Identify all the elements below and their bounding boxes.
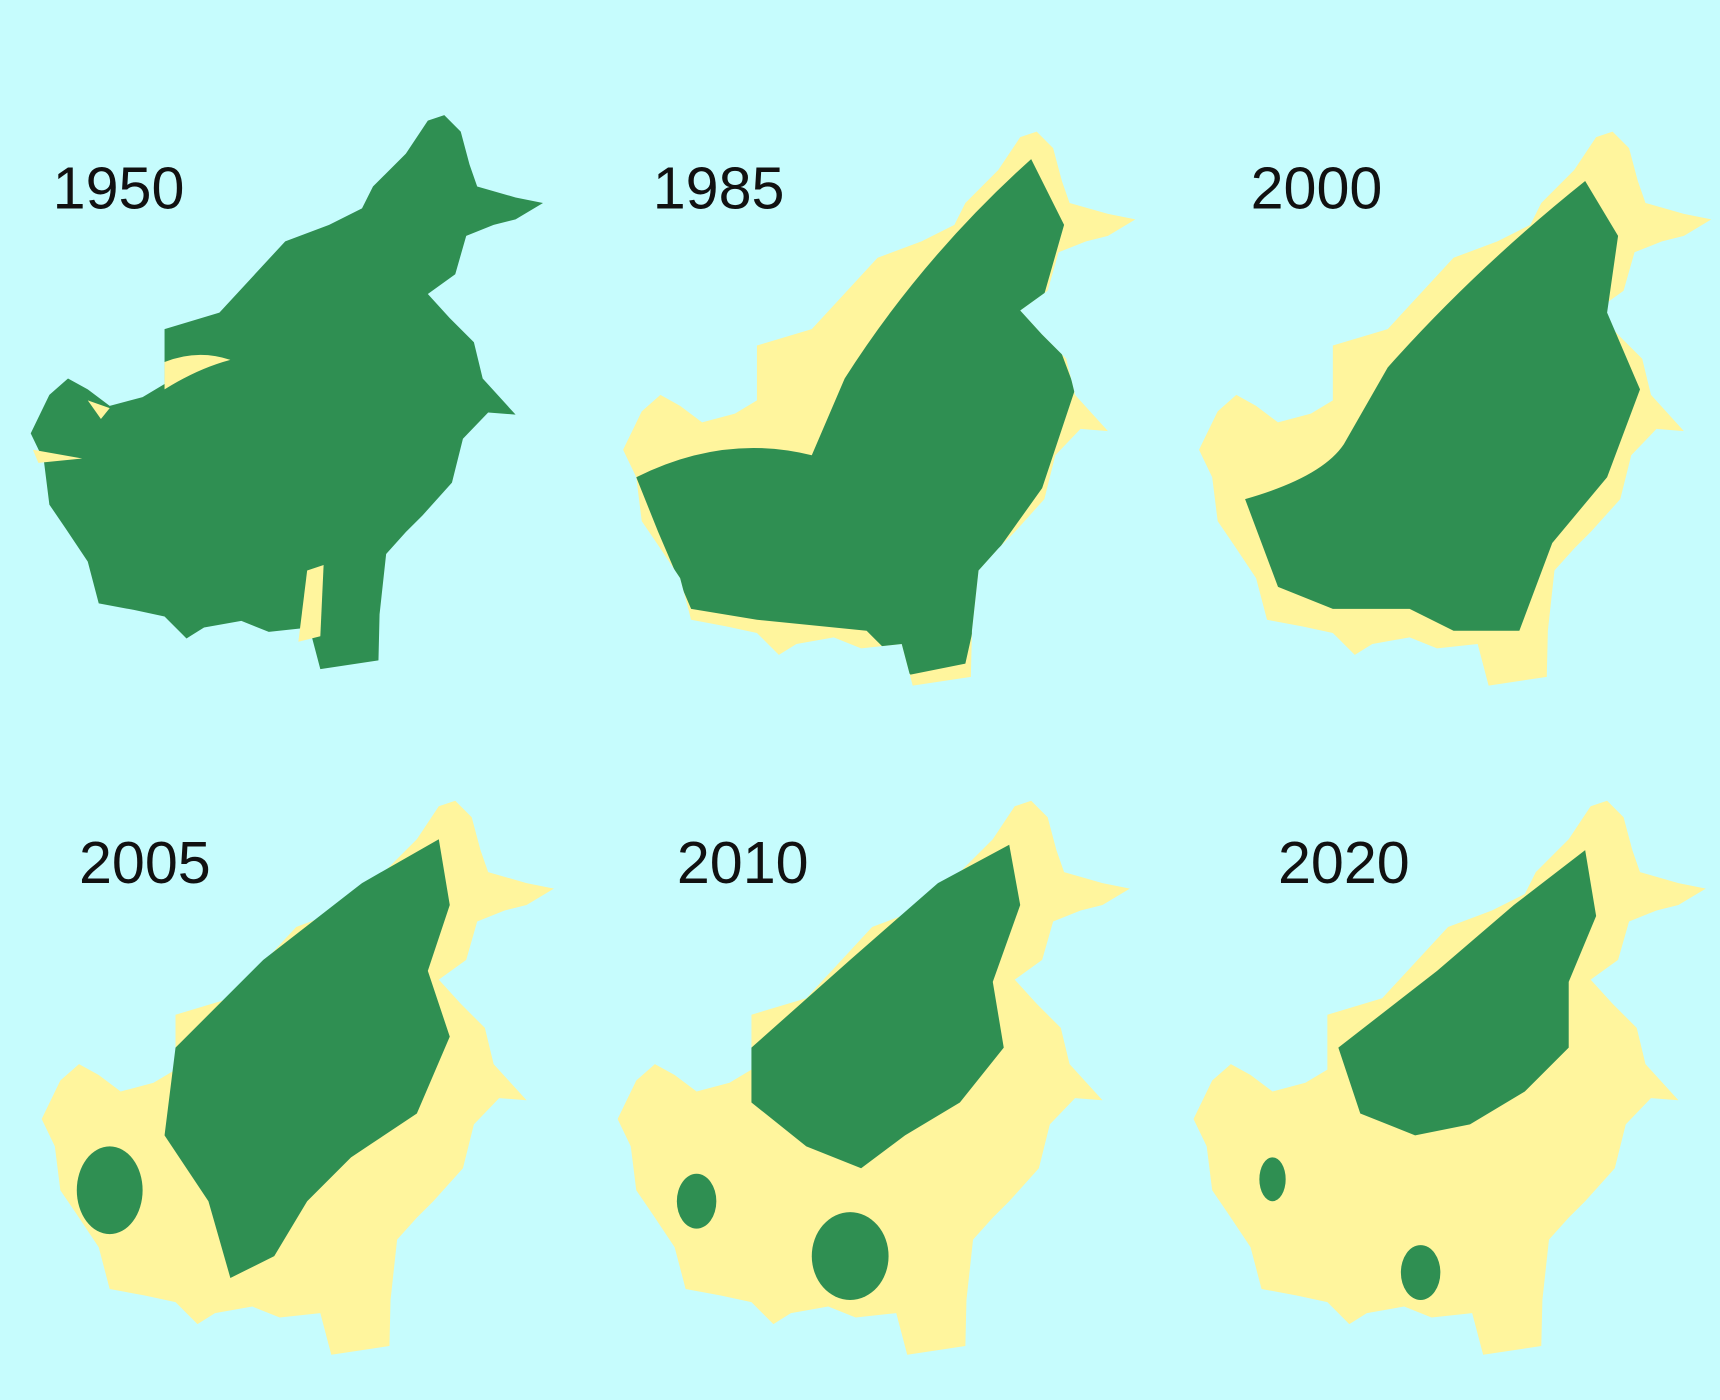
panel-1950: 1950 [30,115,544,670]
panel-2000: 2000 [1199,131,1712,686]
cleared-patches [32,354,324,642]
forest-area [76,839,450,1279]
year-label: 2000 [1251,154,1383,221]
year-label: 2020 [1278,829,1410,896]
forest-area [1259,850,1597,1300]
panel-2020: 2020 [1193,800,1706,1355]
forest-area [1245,181,1641,631]
forest-area [636,159,1076,675]
panel-2005: 2005 [41,800,554,1355]
year-label: 2010 [677,829,809,896]
year-label: 2005 [79,829,211,896]
forest-area [676,844,1021,1300]
year-label: 1985 [653,154,785,221]
panel-2010: 2010 [617,800,1130,1355]
panel-1985: 1985 [623,131,1136,686]
year-label: 1950 [53,154,185,221]
